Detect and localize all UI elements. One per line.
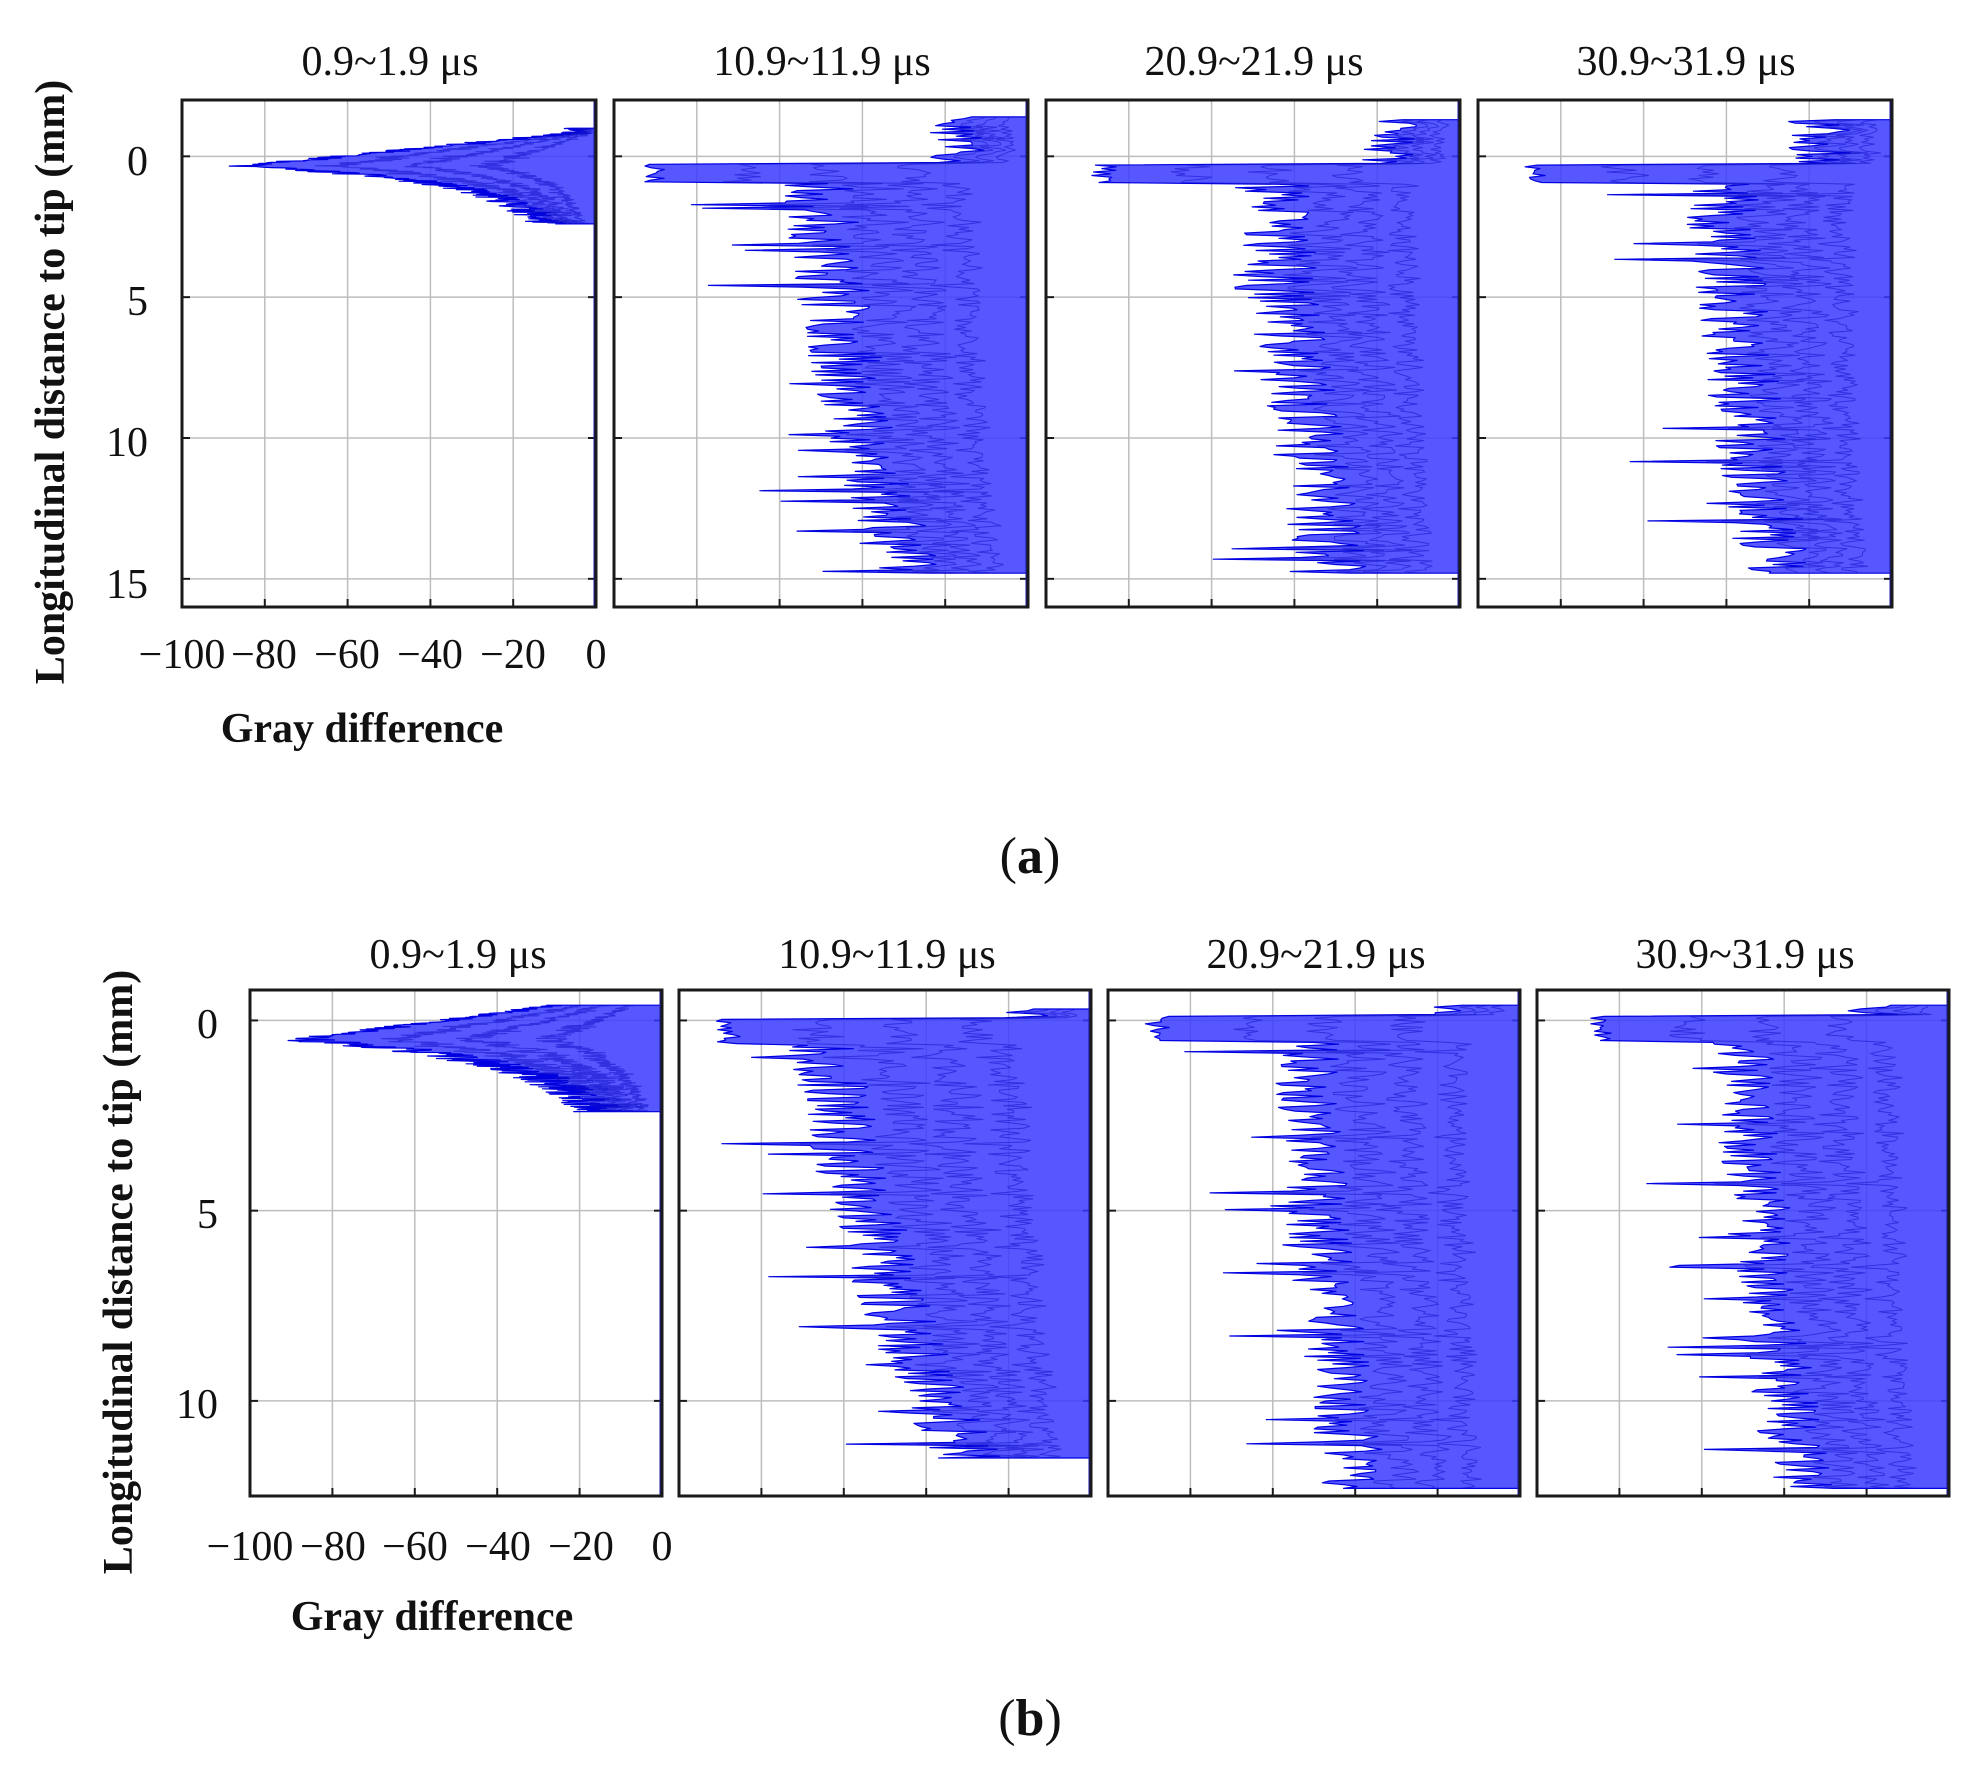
- plot-frame: [248, 988, 664, 1498]
- series-texture: [1170, 119, 1429, 574]
- plot-frame: [677, 988, 1093, 1498]
- subplot-title-b-2: 10.9~11.9 μs: [778, 932, 996, 978]
- subplot-title-a-1: 0.9~1.9 μs: [301, 39, 478, 85]
- series-texture: [958, 1008, 1078, 1459]
- subplot-title-b-3: 20.9~21.9 μs: [1206, 932, 1425, 978]
- y-tick-label-a-10: 10: [106, 420, 148, 466]
- y-axis-label-a: Longitudinal distance to tip (mm): [28, 80, 74, 684]
- series-texture: [808, 116, 1007, 574]
- series-texture: [897, 116, 1017, 574]
- subplot-b-3: [1106, 988, 1522, 1498]
- panel-a: 0.9~1.9 μs 10.9~11.9 μs 20.9~21.9 μs 30.…: [28, 39, 1894, 885]
- panel-b: 0.9~1.9 μs 10.9~11.9 μs 20.9~21.9 μs 30.…: [96, 932, 1951, 1747]
- series-texture: [1763, 119, 1881, 574]
- series-texture: [792, 1008, 1058, 1459]
- plot-frame: [180, 98, 598, 609]
- y-tick-label-b-5: 5: [197, 1192, 218, 1238]
- series-texture: [380, 1004, 634, 1113]
- subplot-title-a-4: 30.9~31.9 μs: [1576, 39, 1795, 85]
- y-tick-label-a-15: 15: [106, 562, 148, 608]
- series-texture: [1247, 119, 1440, 574]
- series-area: [228, 127, 597, 225]
- subplot-a-3: [1044, 98, 1462, 609]
- series-texture: [1669, 1004, 1910, 1489]
- plot-frame: [1044, 98, 1462, 609]
- x-tick-label-b-m80: −80: [300, 1524, 366, 1570]
- series-texture: [1825, 1005, 1932, 1489]
- panel-label-a: (a): [1000, 828, 1061, 885]
- plot-frame: [1106, 988, 1522, 1498]
- subplot-a-1: [180, 98, 598, 609]
- panel-label-b: (b): [998, 1690, 1062, 1747]
- x-tick-label-b-m100: −100: [207, 1524, 294, 1570]
- plot-frame: [1535, 988, 1951, 1498]
- y-tick-label-a-5: 5: [127, 279, 148, 325]
- x-tick-label-b-m20: −20: [548, 1524, 614, 1570]
- series-area: [1091, 119, 1461, 574]
- subplot-b-2: [677, 988, 1093, 1498]
- subplot-a-2: [612, 98, 1030, 609]
- y-axis-label-b: Longitudinal distance to tip (mm): [96, 970, 142, 1574]
- series-texture: [1233, 1004, 1479, 1489]
- series-texture: [722, 116, 995, 574]
- series-area: [644, 116, 1029, 574]
- y-tick-label-b-10: 10: [176, 1382, 218, 1428]
- x-tick-label-a-m80: −80: [231, 632, 297, 678]
- subplot-title-b-4: 30.9~31.9 μs: [1635, 932, 1854, 978]
- series-texture: [1600, 119, 1863, 574]
- series-texture: [1688, 119, 1870, 574]
- x-tick-label-b-m60: −60: [382, 1524, 448, 1570]
- series-texture: [1390, 1004, 1506, 1489]
- series-texture: [1331, 119, 1450, 574]
- x-tick-label-a-m100: −100: [139, 632, 226, 678]
- plot-frame: [612, 98, 1030, 609]
- x-axis-label-b: Gray difference: [291, 1594, 574, 1640]
- y-tick-label-a-0: 0: [127, 139, 148, 185]
- x-tick-label-a-m60: −60: [314, 632, 380, 678]
- y-tick-label-b-0: 0: [197, 1002, 218, 1048]
- subplot-a-4: [1476, 98, 1894, 609]
- series-texture: [882, 1008, 1070, 1459]
- subplot-title-a-2: 10.9~11.9 μs: [713, 39, 931, 85]
- x-tick-label-a-m20: −20: [480, 632, 546, 678]
- x-axis-label-a: Gray difference: [221, 706, 504, 752]
- series-texture: [1748, 1004, 1922, 1489]
- x-tick-label-b-0: 0: [652, 1524, 673, 1570]
- subplot-title-b-1: 0.9~1.9 μs: [369, 932, 546, 978]
- subplot-b-1: [248, 988, 664, 1498]
- series-texture: [536, 1004, 649, 1113]
- subplot-title-a-3: 20.9~21.9 μs: [1144, 39, 1363, 85]
- series-texture: [314, 127, 591, 225]
- series-texture: [455, 1004, 642, 1113]
- series-area: [1590, 1004, 1950, 1489]
- plot-frame: [1476, 98, 1894, 609]
- x-tick-label-a-m40: −40: [397, 632, 463, 678]
- x-tick-label-b-m40: −40: [465, 1524, 531, 1570]
- x-tick-label-a-0: 0: [586, 632, 607, 678]
- series-texture: [469, 127, 594, 225]
- series-texture: [1306, 1004, 1490, 1489]
- series-texture: [404, 127, 593, 225]
- subplot-b-4: [1535, 988, 1951, 1498]
